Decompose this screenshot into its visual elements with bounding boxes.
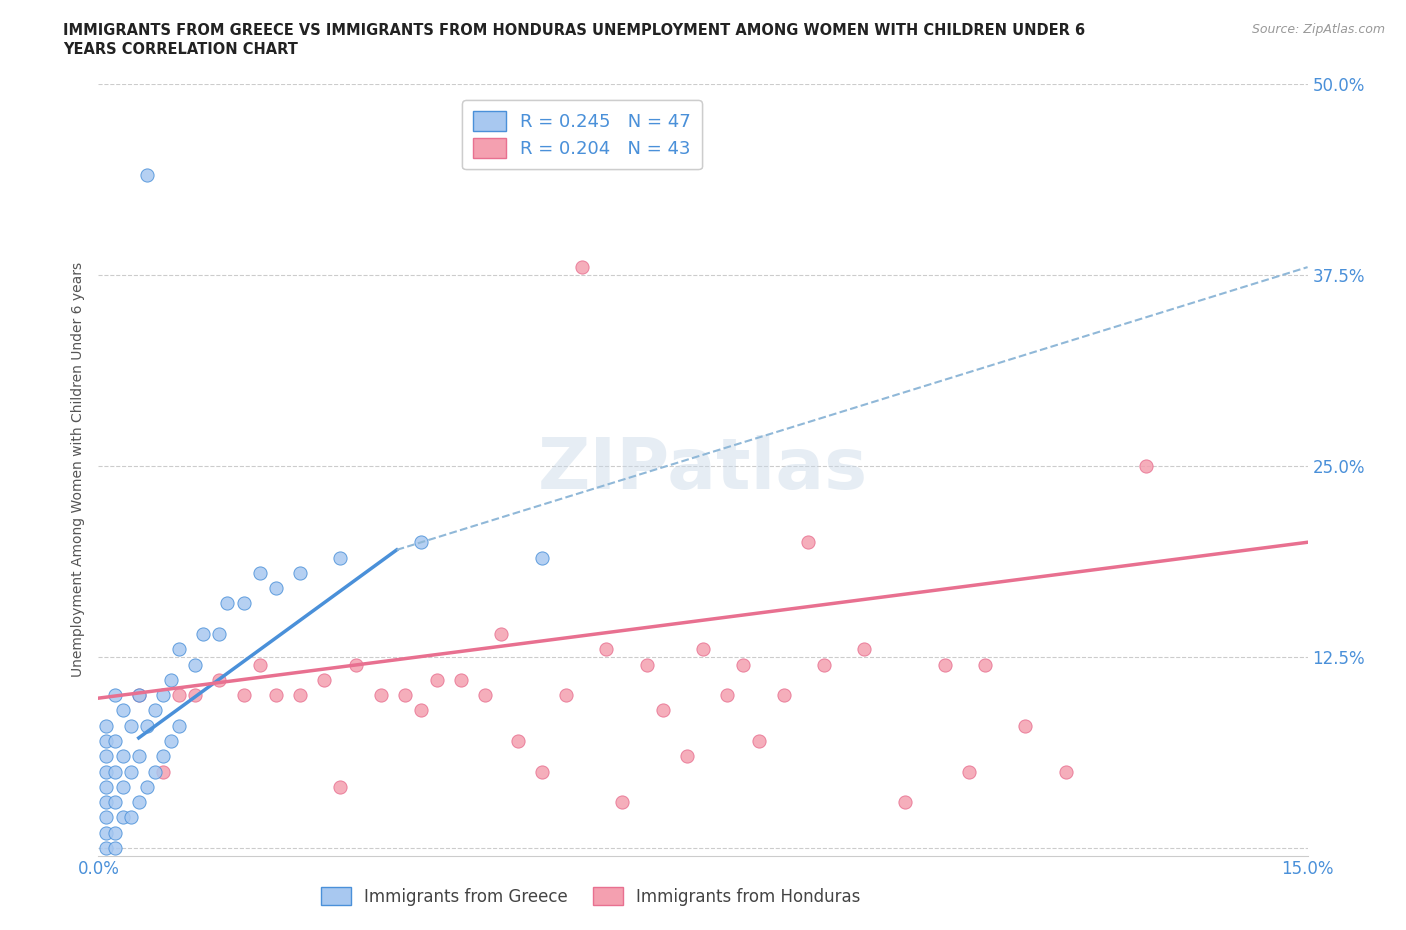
Point — [772, 687, 794, 702]
Point — [152, 764, 174, 779]
Point — [103, 841, 125, 856]
Point — [103, 734, 125, 749]
Point — [530, 551, 553, 565]
Point — [288, 687, 311, 702]
Point — [96, 779, 118, 794]
Point — [152, 749, 174, 764]
Point — [530, 764, 553, 779]
Point — [409, 535, 432, 550]
Point — [595, 642, 617, 657]
Point — [167, 687, 190, 702]
Y-axis label: Unemployment Among Women with Children Under 6 years: Unemployment Among Women with Children U… — [72, 262, 86, 677]
Point — [135, 718, 157, 733]
Point — [111, 779, 134, 794]
Point — [571, 259, 593, 274]
Point — [555, 687, 578, 702]
Point — [208, 627, 231, 642]
Point — [692, 642, 714, 657]
Point — [103, 687, 125, 702]
Point — [120, 718, 142, 733]
Point — [733, 658, 755, 672]
Point — [249, 658, 271, 672]
Point — [676, 749, 699, 764]
Point — [813, 658, 835, 672]
Point — [135, 168, 157, 183]
Point — [1014, 718, 1036, 733]
Point — [249, 565, 271, 580]
Point — [128, 749, 150, 764]
Point — [96, 764, 118, 779]
Point — [329, 779, 352, 794]
Point — [111, 703, 134, 718]
Point — [344, 658, 367, 672]
Point — [111, 810, 134, 825]
Point — [370, 687, 392, 702]
Legend: Immigrants from Greece, Immigrants from Honduras: Immigrants from Greece, Immigrants from … — [314, 881, 868, 912]
Point — [612, 794, 634, 809]
Point — [474, 687, 496, 702]
Point — [651, 703, 673, 718]
Point — [329, 551, 352, 565]
Point — [450, 672, 472, 687]
Point — [96, 825, 118, 840]
Point — [491, 627, 513, 642]
Legend: R = 0.245   N = 47, R = 0.204   N = 43: R = 0.245 N = 47, R = 0.204 N = 43 — [463, 100, 702, 169]
Point — [232, 687, 254, 702]
Point — [103, 764, 125, 779]
Point — [893, 794, 915, 809]
Point — [184, 687, 207, 702]
Point — [957, 764, 980, 779]
Point — [120, 764, 142, 779]
Point — [128, 794, 150, 809]
Point — [103, 825, 125, 840]
Point — [193, 627, 215, 642]
Point — [160, 734, 183, 749]
Point — [797, 535, 820, 550]
Point — [96, 718, 118, 733]
Point — [96, 749, 118, 764]
Point — [167, 642, 190, 657]
Point — [167, 718, 190, 733]
Point — [1135, 458, 1157, 473]
Point — [217, 596, 239, 611]
Point — [103, 794, 125, 809]
Text: ZIPatlas: ZIPatlas — [538, 435, 868, 504]
Point — [314, 672, 336, 687]
Text: Source: ZipAtlas.com: Source: ZipAtlas.com — [1251, 23, 1385, 36]
Point — [716, 687, 738, 702]
Point — [288, 565, 311, 580]
Point — [506, 734, 529, 749]
Point — [1054, 764, 1077, 779]
Point — [184, 658, 207, 672]
Point — [160, 672, 183, 687]
Point — [394, 687, 416, 702]
Point — [853, 642, 876, 657]
Point — [128, 687, 150, 702]
Point — [264, 687, 287, 702]
Point — [152, 687, 174, 702]
Point — [974, 658, 997, 672]
Point — [426, 672, 449, 687]
Point — [748, 734, 770, 749]
Point — [128, 687, 150, 702]
Point — [135, 779, 157, 794]
Point — [934, 658, 956, 672]
Point — [143, 703, 166, 718]
Point — [208, 672, 231, 687]
Point — [96, 841, 118, 856]
Point — [111, 749, 134, 764]
Point — [96, 794, 118, 809]
Point — [232, 596, 254, 611]
Point — [264, 580, 287, 595]
Text: YEARS CORRELATION CHART: YEARS CORRELATION CHART — [63, 42, 298, 57]
Point — [143, 764, 166, 779]
Text: IMMIGRANTS FROM GREECE VS IMMIGRANTS FROM HONDURAS UNEMPLOYMENT AMONG WOMEN WITH: IMMIGRANTS FROM GREECE VS IMMIGRANTS FRO… — [63, 23, 1085, 38]
Point — [409, 703, 432, 718]
Point — [120, 810, 142, 825]
Point — [636, 658, 658, 672]
Point — [96, 810, 118, 825]
Point — [96, 734, 118, 749]
